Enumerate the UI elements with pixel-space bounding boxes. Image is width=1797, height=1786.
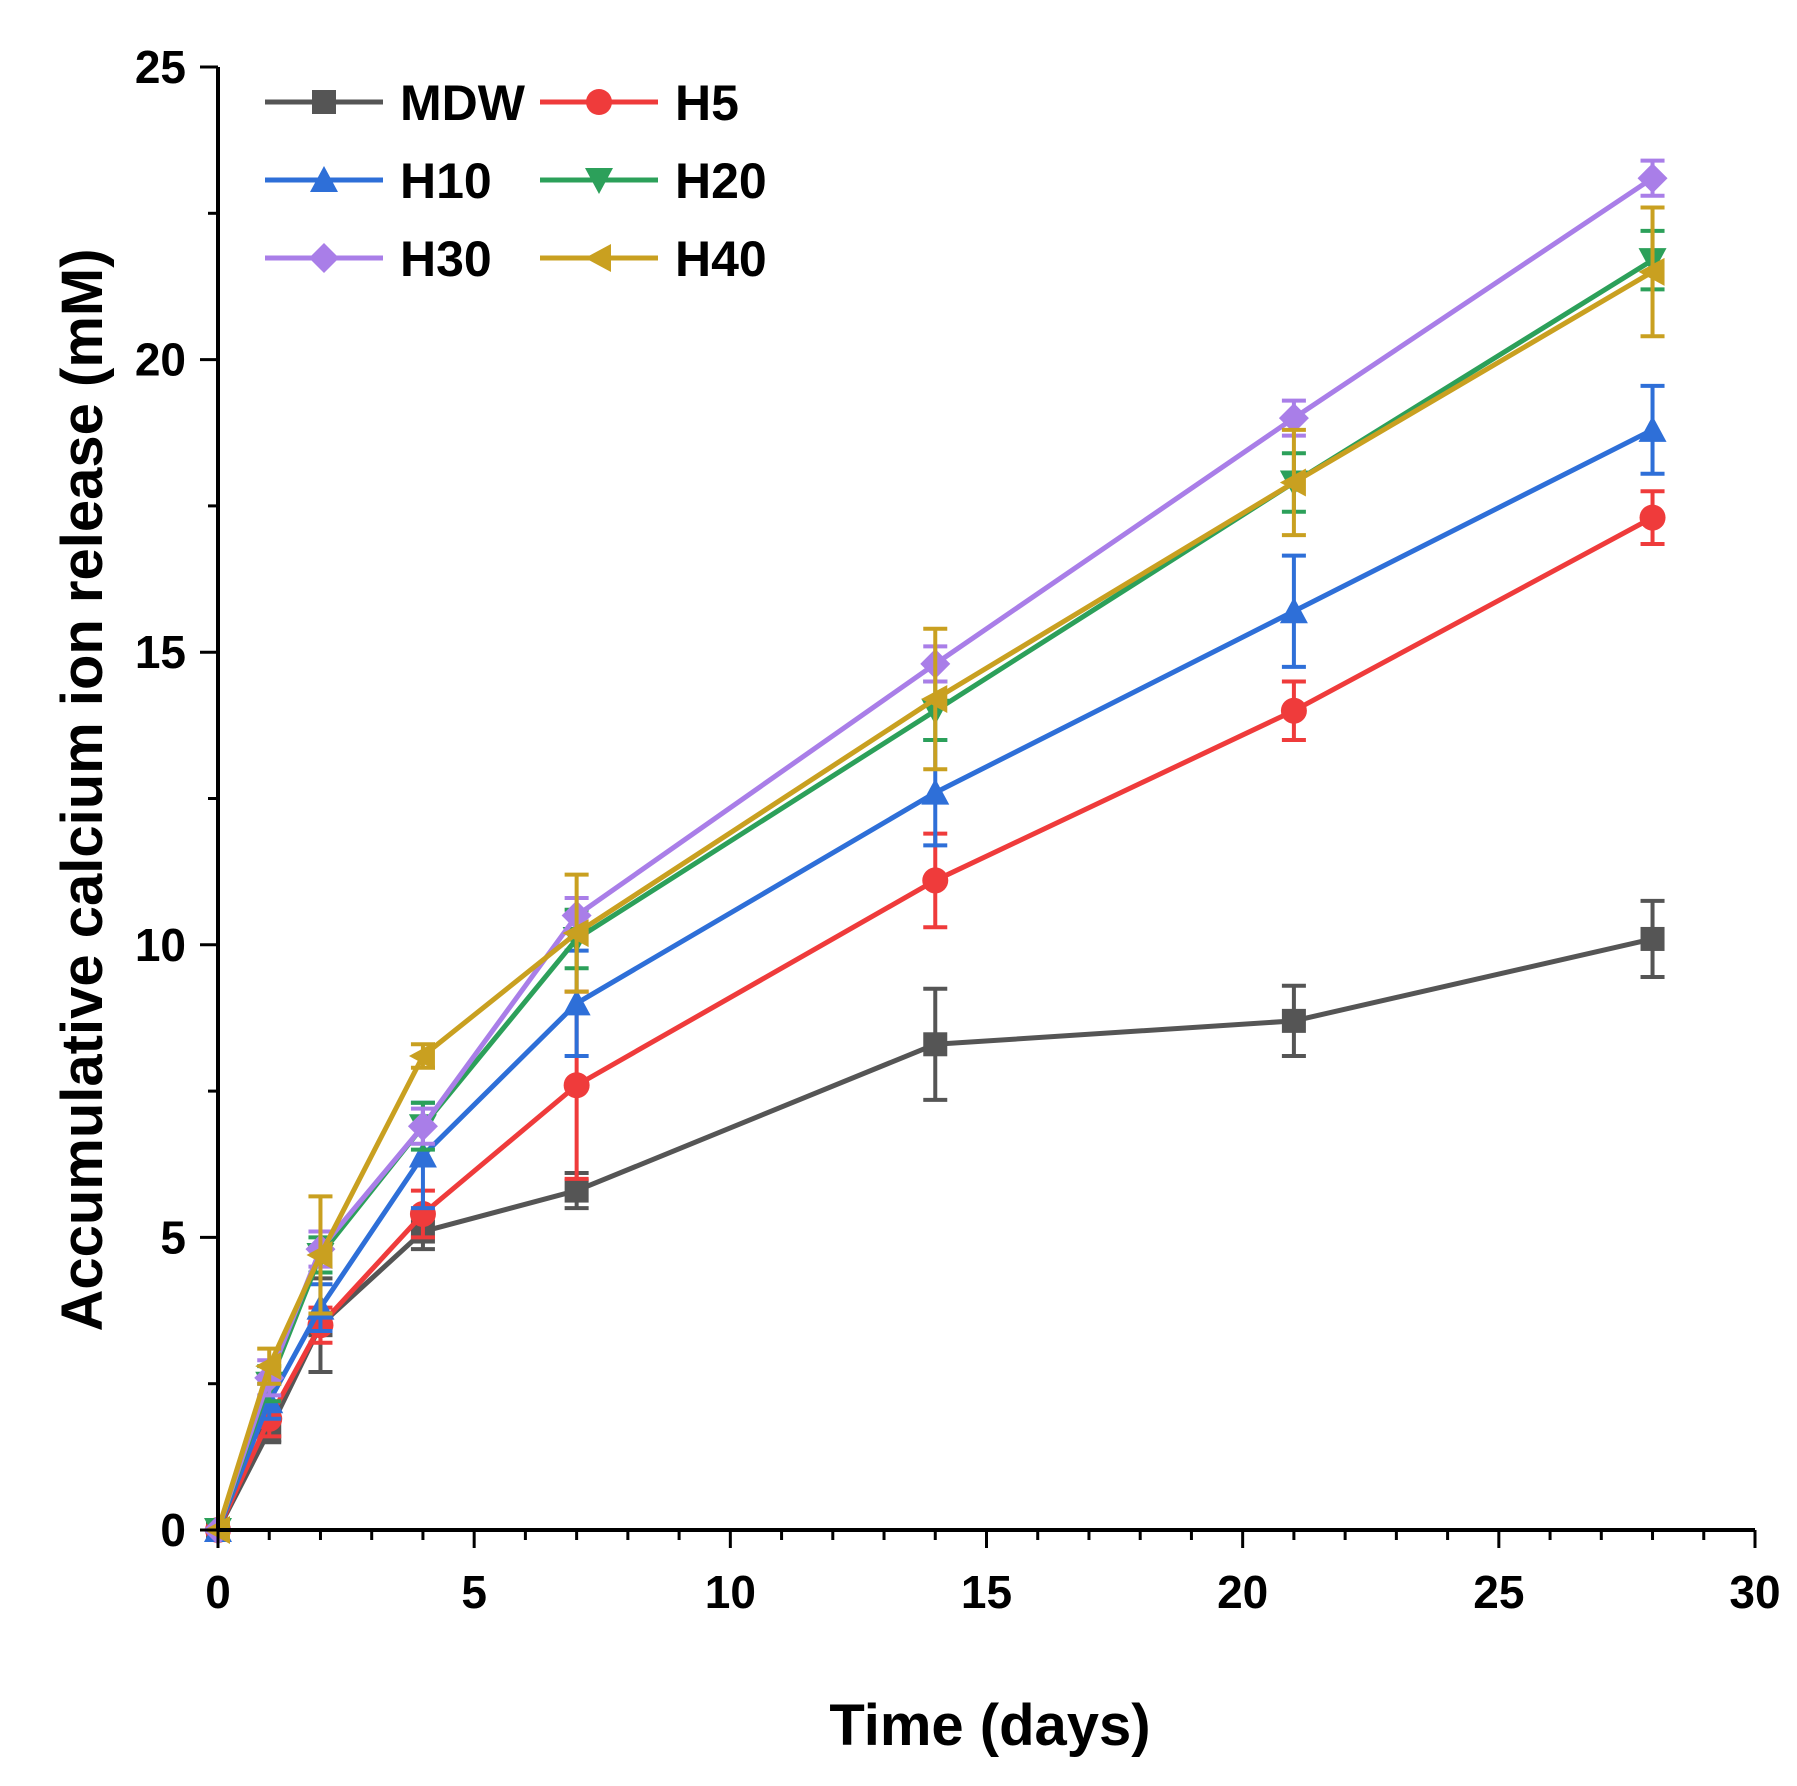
data-point — [1640, 926, 1665, 951]
data-point — [562, 919, 589, 948]
legend-entry-mdw: MDW — [265, 75, 526, 131]
data-point — [921, 685, 948, 714]
data-point — [922, 867, 949, 894]
y-tick-label: 15 — [135, 626, 186, 678]
data-point — [564, 1178, 589, 1203]
data-point — [1637, 163, 1668, 194]
x-tick-label: 0 — [205, 1566, 231, 1618]
data-point — [563, 1072, 590, 1099]
data-point — [562, 989, 591, 1016]
legend-entry-h10: H10 — [265, 153, 492, 209]
data-point — [1638, 415, 1667, 442]
legend-marker — [585, 244, 611, 272]
legend-entry-h20: H20 — [540, 153, 767, 209]
data-point — [1279, 597, 1308, 624]
legend-marker — [585, 168, 613, 194]
data-point — [255, 1352, 282, 1381]
legend-marker — [586, 89, 612, 115]
data-point — [923, 1032, 948, 1057]
series-h10 — [204, 383, 1667, 1542]
series-h40 — [204, 205, 1665, 1544]
legend-label: H5 — [675, 75, 739, 131]
legend-entry-h30: H30 — [265, 231, 492, 287]
x-tick-label: 15 — [961, 1566, 1012, 1618]
y-axis-title: Accumulative calcium ion release (mM) — [50, 248, 115, 1331]
data-point — [408, 1141, 437, 1168]
y-tick-label: 0 — [160, 1504, 186, 1556]
x-tick-label: 5 — [461, 1566, 487, 1618]
y-tick-label: 10 — [135, 919, 186, 971]
legend-entry-h40: H40 — [540, 231, 767, 287]
data-point — [1278, 403, 1309, 434]
x-tick-label: 10 — [705, 1566, 756, 1618]
data-point — [407, 1111, 438, 1142]
series-line-h10 — [215, 427, 1654, 1531]
data-point — [306, 1240, 333, 1269]
legend-label: H30 — [400, 231, 492, 287]
axes: 0 5 10 15 20 25 30 0 5 10 15 20 25 — [135, 41, 1781, 1618]
y-tick-label: 5 — [160, 1211, 186, 1263]
data-point — [1280, 697, 1307, 724]
legend-label: H20 — [675, 153, 767, 209]
legend-entry-h5: H5 — [540, 75, 739, 131]
legend-marker — [309, 243, 339, 273]
data-point — [1279, 468, 1306, 497]
x-tick-label: 20 — [1217, 1566, 1268, 1618]
data-point — [1281, 1008, 1306, 1033]
legend-label: MDW — [400, 75, 526, 131]
x-axis-title: Time (days) — [829, 1693, 1150, 1758]
plot-area — [203, 158, 1668, 1545]
x-tick-label: 25 — [1473, 1566, 1524, 1618]
data-point — [921, 778, 950, 805]
legend-label: H10 — [400, 153, 492, 209]
data-point — [408, 1041, 435, 1070]
data-point — [1639, 504, 1666, 531]
legend-marker — [312, 90, 336, 114]
legend: MDW H5 H10 H20 H30 H40 — [265, 75, 767, 287]
legend-label: H40 — [675, 231, 767, 287]
y-tick-label: 25 — [135, 41, 186, 93]
y-tick-label: 20 — [135, 334, 186, 386]
legend-marker — [310, 166, 338, 192]
data-point — [1638, 257, 1665, 286]
x-tick-label: 30 — [1729, 1566, 1780, 1618]
